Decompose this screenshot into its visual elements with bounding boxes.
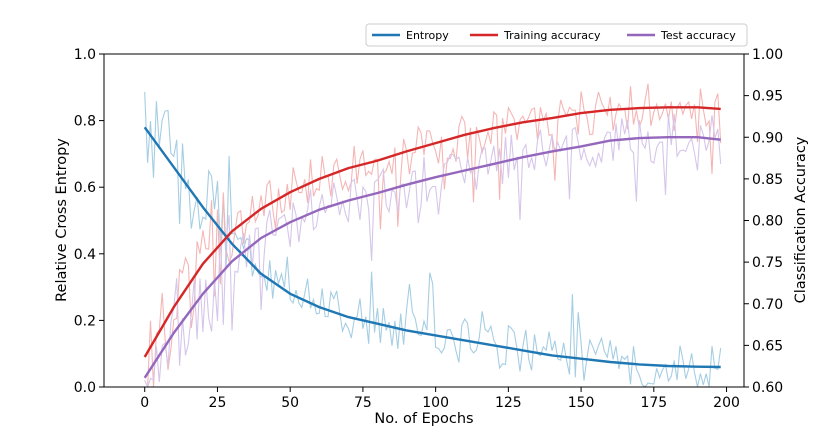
x-axis-ticks: 0 25 50 75 100 125 150 175 200 [140, 387, 740, 411]
left-y-tick-label: 1.0 [74, 47, 96, 63]
legend-label-test-accuracy: Test accuracy [660, 29, 736, 42]
smoothed-series-layer [143, 106, 721, 379]
raw-line-training-accuracy [144, 83, 722, 388]
x-tick-label: 0 [140, 395, 149, 411]
left-y-tick-label: 0.8 [74, 114, 96, 130]
x-tick-label: 75 [354, 395, 372, 411]
right-y-axis-title: Classification Accuracy [793, 136, 809, 303]
left-y-tick-label: 0.6 [74, 180, 96, 196]
right-y-tick-label: 0.80 [752, 214, 783, 230]
plot-frame [103, 53, 745, 388]
right-y-tick-label: 0.95 [752, 89, 783, 105]
raw-line-entropy [144, 91, 722, 388]
x-tick-label: 25 [209, 395, 227, 411]
right-y-tick-label: 1.00 [752, 47, 783, 63]
left-y-axis-title: Relative Cross Entropy [54, 138, 70, 302]
left-y-axis-ticks: 0.0 0.2 0.4 0.6 0.8 1.0 [74, 47, 104, 396]
legend-label-entropy: Entropy [406, 29, 449, 42]
x-tick-label: 200 [713, 395, 740, 411]
x-tick-label: 125 [495, 395, 522, 411]
x-tick-label: 100 [422, 395, 449, 411]
left-y-tick-label: 0.0 [74, 380, 96, 396]
right-y-tick-label: 0.60 [752, 380, 783, 396]
right-y-tick-label: 0.70 [752, 297, 783, 313]
legend: Entropy Training accuracy Test accuracy [365, 23, 748, 47]
right-y-tick-label: 0.90 [752, 130, 783, 146]
right-y-tick-label: 0.75 [752, 255, 783, 271]
left-y-tick-label: 0.4 [74, 247, 96, 263]
legend-label-training-accuracy: Training accuracy [503, 29, 601, 42]
smoothed-line-training-accuracy [143, 106, 721, 358]
x-tick-label: 50 [281, 395, 299, 411]
legend-box [365, 23, 748, 47]
smoothed-line-test-accuracy [143, 135, 721, 379]
raw-line-test-accuracy [144, 113, 722, 389]
left-y-tick-label: 0.2 [74, 313, 96, 329]
raw-series-layer [144, 83, 722, 389]
right-y-axis-ticks: 0.60 0.65 0.70 0.75 0.80 0.85 0.90 0.95 1.00 [744, 47, 783, 396]
x-axis-title: No. of Epochs [374, 411, 473, 427]
right-y-tick-label: 0.85 [752, 172, 783, 188]
right-y-tick-label: 0.65 [752, 338, 783, 354]
x-tick-label: 175 [640, 395, 667, 411]
x-tick-label: 150 [568, 395, 595, 411]
